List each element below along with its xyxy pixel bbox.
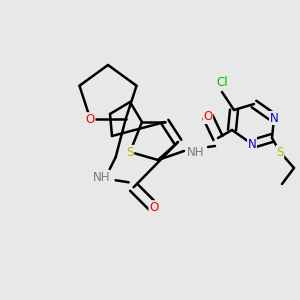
Text: N: N (248, 137, 256, 151)
Text: O: O (149, 201, 158, 214)
Text: NH: NH (93, 171, 110, 184)
Text: S: S (276, 146, 284, 158)
Text: O: O (203, 110, 213, 124)
Text: Cl: Cl (216, 76, 228, 88)
Text: O: O (86, 113, 95, 126)
Text: S: S (126, 146, 134, 158)
Text: NH: NH (187, 146, 205, 158)
Text: N: N (270, 112, 278, 124)
